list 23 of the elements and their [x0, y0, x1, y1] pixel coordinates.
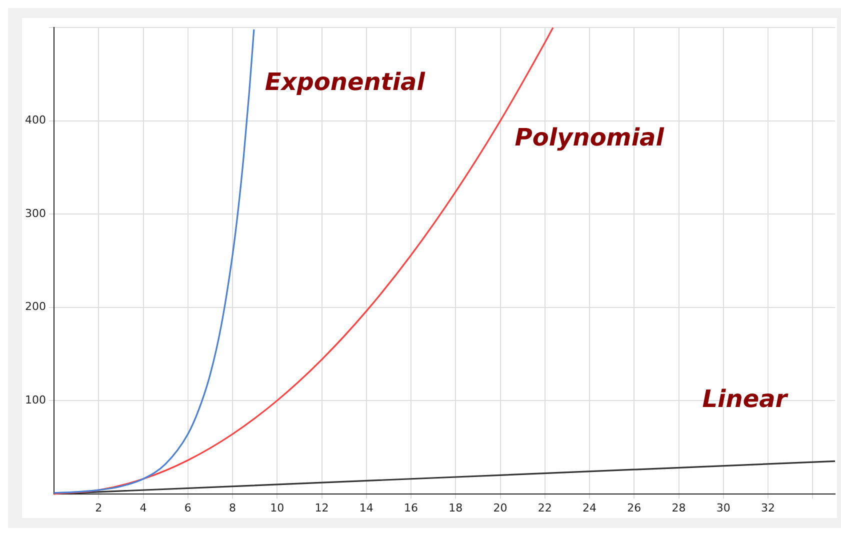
- x-tick-label: 4: [140, 501, 147, 514]
- y-tick-label: 200: [24, 300, 46, 314]
- x-tick-label: 28: [672, 501, 686, 514]
- x-tick-label: 14: [359, 501, 374, 514]
- x-tick-label: 26: [627, 501, 642, 514]
- x-tick-label: 32: [761, 501, 776, 514]
- y-tick-label: 300: [24, 206, 46, 220]
- x-tick-label: 18: [448, 501, 463, 514]
- x-tick-label: 8: [229, 501, 236, 514]
- y-tick-label: 400: [24, 114, 46, 127]
- x-tick-label: 30: [716, 501, 730, 514]
- x-tick-label: 24: [582, 501, 597, 514]
- x-tick-label: 12: [314, 501, 329, 514]
- series-label: Exponential: [264, 68, 426, 96]
- x-tick-label: 22: [538, 501, 552, 514]
- series-label: Polynomial: [514, 124, 665, 152]
- text: Linear: [702, 384, 790, 413]
- y-tick-label: 100: [24, 393, 46, 406]
- x-tick-label: 2: [95, 501, 102, 514]
- x-tick-label: 10: [270, 501, 284, 514]
- x-tick-label: 16: [404, 501, 418, 514]
- x-tick-label: 20: [493, 501, 508, 514]
- x-tick-label: 6: [184, 501, 192, 514]
